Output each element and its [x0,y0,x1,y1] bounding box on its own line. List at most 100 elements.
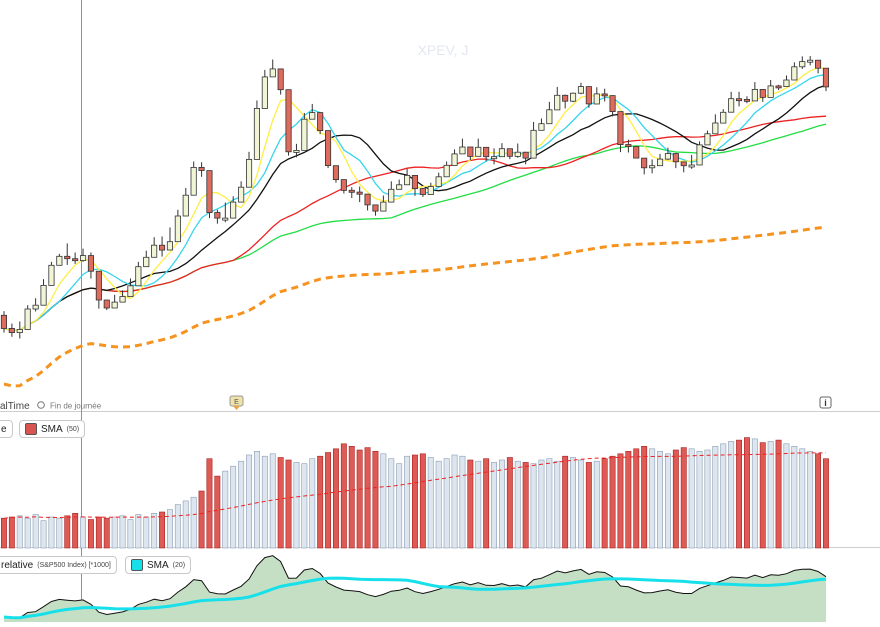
candle [238,186,245,203]
candle [40,284,47,306]
volume-bar [799,448,806,549]
volume-bar [72,512,79,549]
volume-bar [783,443,790,549]
sma-orange-dashed-line [3,225,827,388]
sma-red-line [3,115,827,332]
relative-label: relative [1,559,34,571]
candle [585,86,592,105]
relative-sma-line [3,576,827,620]
sma-green-line [3,123,827,332]
volume-bar [8,516,15,549]
volume-bar [451,454,458,549]
info-icon[interactable]: i [819,396,832,409]
volume-badge[interactable]: e [0,420,13,438]
candle [111,301,118,309]
candle [530,129,537,159]
sma-volume-badge[interactable]: SMA (50) [19,420,86,438]
candle [174,215,181,243]
volume-bar [198,490,205,549]
candle [72,258,79,262]
volume-bar [325,452,331,549]
candle [388,188,395,203]
volume-badge-label: e [1,423,7,435]
volume-bar [372,450,379,549]
volume-bar [143,516,150,549]
candle [822,67,829,88]
volume-bar [562,455,569,549]
volume-bar [696,450,703,549]
volume-bar [712,445,719,549]
volume-bar [427,457,434,549]
volume-bar [174,504,181,549]
candle [483,146,490,158]
volume-sma-line [3,452,826,519]
volume-bar [743,437,750,549]
volume-bar [570,457,577,549]
candle [657,158,664,167]
volume-bar [822,458,829,549]
volume-series [0,437,829,549]
volume-bar [633,448,640,549]
volume-bar [80,516,87,549]
chart-title: XPEV, J [418,42,469,58]
candle [127,285,134,297]
volume-bar [483,458,490,549]
volume-bar [601,458,608,549]
volume-bar [127,519,134,549]
sma-cyan-swatch-icon [131,559,143,571]
event-marker-label: E [234,399,239,406]
candle [56,255,63,266]
relative-badge[interactable]: relative (S&P500 Index) [*1000] [0,556,117,574]
volume-bar [720,443,727,549]
volume-bar [807,450,814,549]
sma-color-swatch-icon [25,423,37,435]
candle [751,89,758,102]
end-of-day-label[interactable]: Fin de journée [50,402,102,411]
candle [664,153,671,160]
sma-relative-label: SMA [147,559,169,571]
volume-bar [356,449,363,549]
candle [95,270,102,301]
sma-volume-period: (50) [66,425,80,433]
candle [80,255,87,261]
volume-bar [767,441,774,549]
volume-bar [380,453,387,549]
volume-bar [688,448,695,549]
relative-area [4,555,826,622]
volume-bar [641,445,648,549]
candle [506,148,513,157]
volume-bar [301,463,308,549]
candle [190,166,197,196]
candle [103,299,110,309]
candle [736,98,743,102]
volume-bar [791,445,798,549]
candle [32,304,39,310]
event-marker-icon[interactable]: E [229,395,244,410]
volume-bar [119,515,126,549]
volume-bar [759,442,766,549]
volume-bar [214,475,221,549]
volume-bar [411,454,418,549]
candle [230,201,237,219]
candle [64,255,71,260]
candle [546,109,553,125]
relative-line [3,555,827,619]
sma-relative-badge[interactable]: SMA (20) [125,556,192,574]
end-of-day-radio[interactable] [37,401,45,409]
candle [340,179,347,191]
volume-bar [64,515,71,549]
candle [767,85,774,98]
volume-bar [396,463,403,549]
candle [285,89,292,153]
candle [475,146,482,157]
sma-cyan-line [3,73,827,332]
candle [720,111,727,124]
candle [24,308,31,330]
volume-bar [404,455,410,549]
candle [261,76,268,109]
candle [712,122,719,135]
candle [490,156,498,160]
volume-bar [332,448,339,549]
